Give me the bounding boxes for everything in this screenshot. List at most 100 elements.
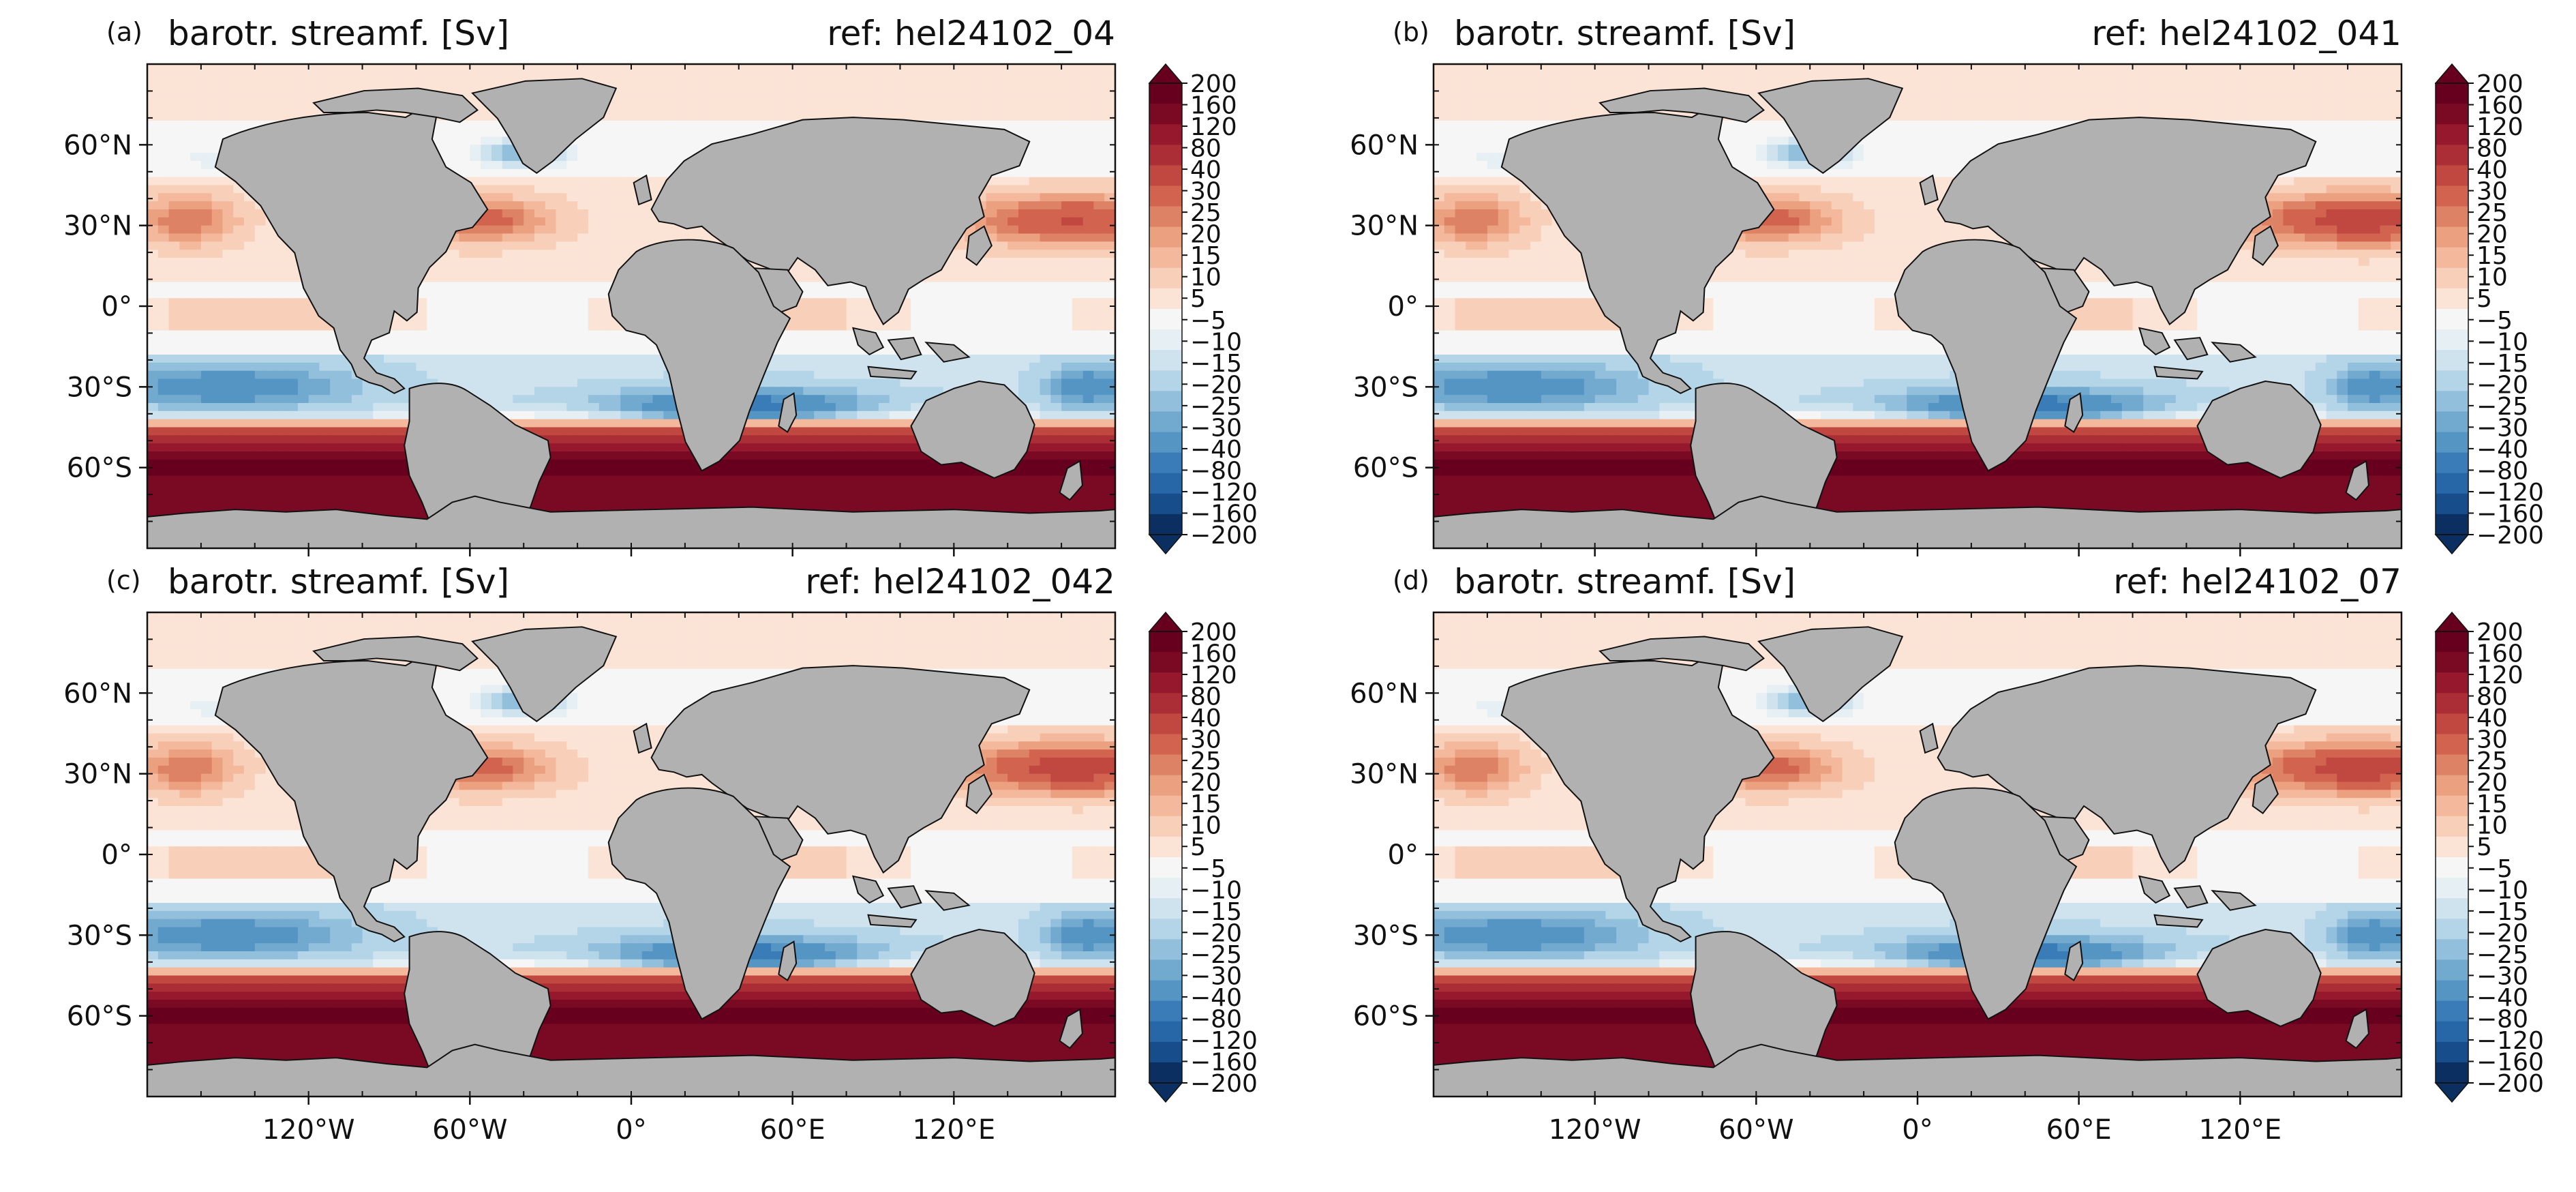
lat-tick-label: 30°N — [63, 759, 132, 790]
panel-label: (a) — [106, 17, 142, 47]
colorbar-tick-label: 80 — [2476, 135, 2508, 163]
colorbar-tick-label: 160 — [1190, 640, 1237, 668]
colorbar-segment — [1149, 795, 1182, 817]
panel-title: barotr. streamf. [Sv] — [1454, 562, 1795, 601]
colorbar-tick-label: 15 — [1190, 790, 1222, 818]
colorbar-tick-label: −80 — [2476, 457, 2528, 485]
colorbar: 200160120804030252015105−5−10−15−20−25−3… — [1148, 611, 1258, 1103]
lat-tick-label: 60°N — [63, 678, 132, 709]
colorbar-segment — [1149, 226, 1182, 248]
colorbar-tick-label: 5 — [2476, 285, 2492, 313]
colorbar-tick-label: −10 — [2476, 876, 2528, 904]
ref-label: ref: hel24102_042 — [805, 562, 1115, 601]
colorbar-extend-min — [2434, 1082, 2470, 1103]
map-panel: (b) barotr. streamf. [Sv] ref: hel24102_04… — [1350, 14, 2544, 556]
colorbar-tick-label: 160 — [2476, 640, 2524, 668]
colorbar-segment — [1149, 898, 1182, 919]
colorbar-tick-label: −20 — [1190, 371, 1242, 399]
colorbar-segment — [2436, 919, 2468, 940]
colorbar-segment — [2436, 493, 2468, 515]
colorbar-segment — [2436, 124, 2468, 145]
colorbar-extend-max — [1148, 63, 1183, 84]
colorbar-tick-label: −120 — [2476, 479, 2544, 507]
colorbar-tick-label: 30 — [2476, 726, 2508, 754]
colorbar-tick-label: −40 — [1190, 436, 1242, 464]
colorbar-tick-label: 40 — [2476, 704, 2508, 732]
colorbar-tick-label: 5 — [1190, 833, 1206, 861]
colorbar-segment — [2436, 672, 2468, 694]
colorbar-tick-label: −25 — [1190, 941, 1242, 969]
colorbar-segment — [1149, 145, 1182, 166]
colorbar-segment — [2436, 754, 2468, 776]
colorbar-tick-label: −120 — [1190, 1027, 1258, 1055]
colorbar-tick-label: 25 — [2476, 199, 2508, 227]
colorbar-segment — [1149, 432, 1182, 453]
colorbar-segment — [1149, 754, 1182, 776]
colorbar-segment — [2436, 329, 2468, 351]
colorbar-segment — [1149, 878, 1182, 899]
lon-tick-label: 60°E — [760, 1114, 825, 1146]
colorbar-tick-label: −40 — [1190, 984, 1242, 1012]
colorbar-tick-label: −80 — [1190, 457, 1242, 485]
colorbar-tick-label: 200 — [1190, 70, 1237, 98]
streamfunction-field — [1434, 612, 2401, 1097]
lon-tick-label: 60°W — [432, 1114, 507, 1146]
colorbar-tick-label: 30 — [1190, 178, 1222, 206]
colorbar-tick-label: 5 — [2476, 833, 2492, 861]
lat-tick-label: 30°N — [1350, 759, 1419, 790]
colorbar-tick-label: 160 — [2476, 92, 2524, 120]
colorbar-segment — [1149, 959, 1182, 981]
panel-title: barotr. streamf. [Sv] — [1454, 14, 1795, 53]
colorbar-segment — [2436, 513, 2468, 535]
map-panel: (a) barotr. streamf. [Sv] ref: hel24102_04… — [63, 14, 1258, 556]
colorbar-segment — [1149, 473, 1182, 494]
colorbar-extend-min — [1148, 1082, 1183, 1103]
colorbar-segment — [1149, 775, 1182, 796]
panel-label: (b) — [1393, 17, 1429, 47]
colorbar-segment — [2436, 1021, 2468, 1043]
colorbar-tick-label: 120 — [2476, 661, 2524, 689]
colorbar-tick-label: 20 — [2476, 221, 2508, 249]
colorbar-tick-label: −30 — [1190, 414, 1242, 442]
colorbar-segment — [2436, 878, 2468, 899]
colorbar-tick-label: 10 — [1190, 812, 1222, 840]
colorbar-tick-label: 40 — [1190, 156, 1222, 184]
colorbar-tick-label: −30 — [2476, 962, 2528, 990]
colorbar-tick-label: 25 — [1190, 199, 1222, 227]
colorbar-tick-label: −30 — [2476, 414, 2528, 442]
panel-label: (d) — [1393, 565, 1429, 595]
colorbar-tick-label: 80 — [1190, 135, 1222, 163]
colorbar-segment — [1149, 672, 1182, 694]
colorbar: 200160120804030252015105−5−10−15−20−25−3… — [2434, 611, 2544, 1103]
colorbar-segment — [2436, 857, 2468, 878]
panel-label: (c) — [106, 565, 141, 595]
colorbar-segment — [1149, 165, 1182, 187]
lat-tick-label: 60°N — [1350, 130, 1419, 161]
colorbar-segment — [2436, 693, 2468, 714]
lat-tick-label: 0° — [1388, 291, 1419, 323]
lon-tick-label: 120°W — [1549, 1114, 1641, 1146]
colorbar-segment — [1149, 631, 1182, 653]
colorbar-extend-min — [2434, 534, 2470, 555]
colorbar-tick-label: 200 — [2476, 619, 2524, 646]
colorbar-segment — [1149, 1062, 1182, 1084]
colorbar-segment — [2436, 631, 2468, 653]
colorbar-segment — [1149, 452, 1182, 474]
ref-label: ref: hel24102_041 — [2091, 14, 2401, 53]
colorbar-tick-label: 15 — [2476, 790, 2508, 818]
ref-label: ref: hel24102_07 — [2113, 562, 2401, 601]
colorbar-tick-label: −15 — [1190, 898, 1242, 926]
colorbar-segment — [2436, 411, 2468, 433]
colorbar-segment — [2436, 473, 2468, 494]
colorbar-tick-label: 120 — [1190, 661, 1237, 689]
colorbar-tick-label: −160 — [1190, 1048, 1258, 1076]
colorbar-segment — [2436, 898, 2468, 919]
colorbar-extend-max — [2434, 611, 2470, 632]
streamfunction-field — [1434, 64, 2401, 548]
colorbar-tick-label: −15 — [2476, 898, 2528, 926]
lon-tick-label: 0° — [1902, 1114, 1933, 1146]
colorbar-tick-label: −200 — [2476, 522, 2544, 550]
colorbar-segment — [2436, 816, 2468, 837]
lat-tick-label: 60°S — [1353, 1001, 1419, 1032]
